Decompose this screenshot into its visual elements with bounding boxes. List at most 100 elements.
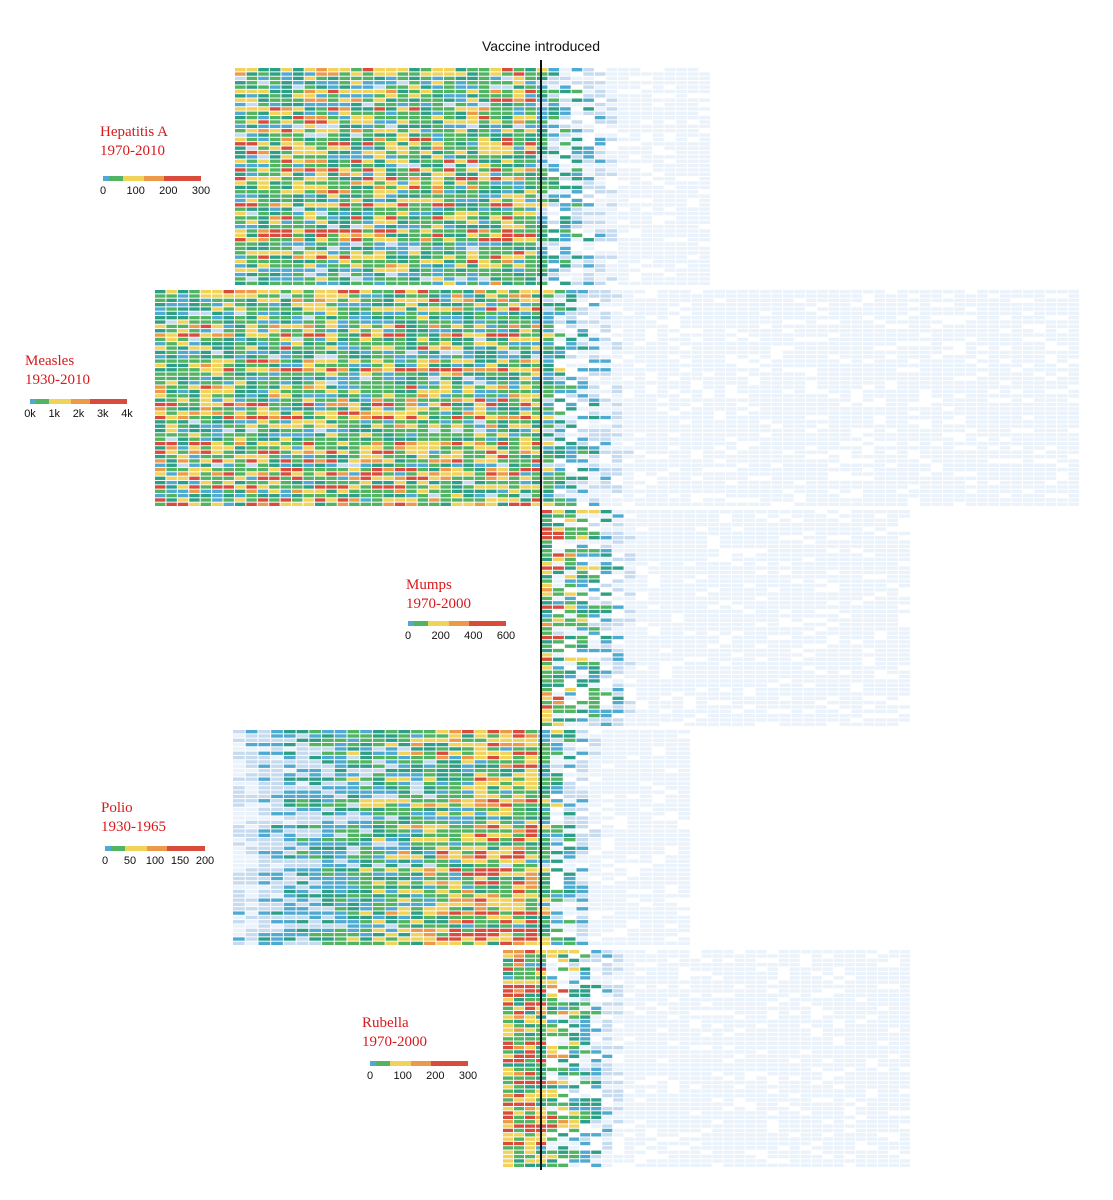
heatmap-cell [771, 376, 783, 381]
heatmap-cell [560, 133, 571, 137]
heatmap-cell [1000, 359, 1011, 363]
heatmap-cell [1057, 290, 1068, 294]
heatmap-cell [652, 198, 664, 203]
heatmap-cell [293, 224, 304, 229]
heatmap-cell [417, 303, 429, 307]
heatmap-cell [988, 368, 1000, 372]
heatmap-cell [258, 272, 269, 277]
heatmap-cell [977, 394, 988, 398]
heatmap-cell [467, 85, 478, 89]
heatmap-cell [600, 324, 611, 329]
heatmap-cell [486, 355, 497, 359]
heatmap-cell [691, 333, 703, 337]
heatmap-cell [316, 238, 327, 242]
heatmap-cell [177, 324, 189, 329]
heatmap-cell [502, 102, 513, 107]
heatmap-cell [851, 346, 863, 350]
heatmap-cell [571, 238, 583, 242]
heatmap-cell [1000, 411, 1011, 415]
heatmap-cell [394, 290, 406, 294]
heatmap-cell [443, 185, 455, 190]
heatmap-cell [805, 329, 817, 333]
heatmap-cell [258, 194, 269, 198]
heatmap-cell [440, 433, 451, 437]
heatmap-cell [920, 346, 931, 350]
heatmap-cell [560, 277, 571, 281]
heatmap-cell [339, 268, 351, 272]
heatmap-cell [304, 251, 316, 255]
heatmap-cell [478, 102, 490, 107]
heatmap-cell [394, 333, 406, 337]
heatmap-cell [577, 311, 588, 316]
heatmap-cell [652, 177, 664, 181]
heatmap-cell [339, 277, 351, 281]
heatmap-cell [394, 329, 406, 333]
heatmap-cell [525, 89, 536, 94]
heatmap-cell [783, 415, 794, 420]
heatmap-cell [385, 255, 397, 259]
heatmap-cell [155, 290, 166, 294]
heatmap-cell [760, 355, 771, 359]
heatmap-cell [783, 311, 794, 316]
heatmap-cell [362, 272, 374, 277]
heatmap-cell [246, 303, 257, 307]
heatmap-cell [583, 224, 594, 229]
heatmap-cell [212, 329, 223, 333]
heatmap-cell [771, 333, 783, 337]
heatmap-cell [536, 229, 548, 233]
heatmap-cell [525, 150, 536, 155]
heatmap-cell [1011, 420, 1022, 424]
heatmap-cell [455, 238, 467, 242]
heatmap-cell [606, 81, 618, 85]
heatmap-cell [687, 194, 699, 198]
heatmap-cell [509, 359, 520, 363]
heatmap-cell [548, 81, 560, 85]
heatmap-cell [560, 102, 571, 107]
heatmap-cell [223, 311, 234, 316]
heatmap-cell [699, 281, 710, 285]
heatmap-cell [490, 251, 502, 255]
heatmap-cell [611, 415, 623, 420]
heatmap-cell [783, 372, 794, 376]
heatmap-cell [668, 411, 680, 415]
heatmap-cell [1011, 376, 1022, 381]
heatmap-cell [566, 394, 577, 398]
heatmap-cell [611, 329, 623, 333]
heatmap-cell [691, 329, 703, 333]
heatmap-cell [509, 294, 520, 298]
heatmap-cell [463, 342, 474, 346]
heatmap-cell [337, 446, 349, 450]
heatmap-cell [397, 272, 409, 277]
heatmap-cell [623, 290, 634, 294]
heatmap-cell [520, 411, 531, 415]
heatmap-cell [771, 428, 783, 433]
heatmap-cell [420, 168, 432, 172]
heatmap-cell [520, 355, 531, 359]
heatmap-cell [536, 81, 548, 85]
heatmap-cell [965, 433, 977, 437]
heatmap-cell [292, 407, 303, 411]
heatmap-cell [383, 437, 394, 441]
heatmap-cell [497, 346, 509, 350]
heatmap-cell [455, 137, 467, 142]
heatmap-cell [316, 194, 327, 198]
heatmap-cell [246, 181, 258, 185]
heatmap-cell [583, 150, 594, 155]
heatmap-cell [714, 346, 725, 350]
heatmap-cell [316, 68, 327, 72]
heatmap-cell [397, 177, 409, 181]
heatmap-cell [258, 220, 269, 224]
heatmap-cell [687, 251, 699, 255]
heatmap-cell [234, 363, 246, 368]
heatmap-cell [235, 190, 246, 194]
heatmap-cell [634, 359, 646, 363]
heatmap-cell [652, 142, 664, 146]
heatmap-cell [863, 420, 874, 424]
heatmap-cell [664, 168, 676, 172]
heatmap-cell [588, 350, 600, 355]
heatmap-cell [577, 359, 588, 363]
heatmap-cell [429, 389, 440, 394]
heatmap-cell [874, 394, 885, 398]
heatmap-cell [920, 311, 931, 316]
heatmap-cell [258, 177, 269, 181]
